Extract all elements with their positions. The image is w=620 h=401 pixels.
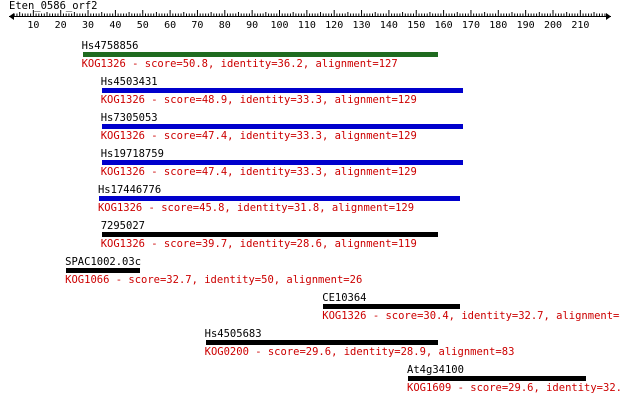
ruler-tick-label: 190: [516, 20, 535, 31]
ruler-tick-label: 10: [27, 20, 40, 31]
position-ruler: [9, 10, 611, 20]
ruler-ticks: [13, 10, 606, 17]
hit-name[interactable]: SPAC1002.03c: [65, 256, 142, 268]
hit-alignment-bar[interactable]: [323, 304, 460, 309]
hit-row[interactable]: Hs4758856 KOG1326 - score=50.8, identity=…: [0, 40, 620, 74]
hit-row[interactable]: Hs4505683 KOG0200 - score=29.6, identity=…: [0, 328, 620, 362]
ruler-left-arrow: [9, 13, 14, 20]
hit-alignment-bar[interactable]: [101, 124, 463, 129]
hit-name[interactable]: Hs4503431: [100, 76, 158, 88]
ruler-tick-label: 90: [246, 20, 259, 31]
hit-description[interactable]: KOG1326 - score=47.4, identity=33.3, ali…: [100, 130, 417, 142]
hit-name[interactable]: CE10364: [322, 292, 367, 304]
ruler-right-arrow: [606, 13, 611, 20]
hit-description[interactable]: KOG1326 - score=47.4, identity=33.3, ali…: [100, 166, 417, 178]
hit-description[interactable]: KOG1326 - score=45.8, identity=31.8, ali…: [97, 202, 415, 214]
hit-row[interactable]: CE10364 KOG1326 - score=30.4, identity=32…: [0, 292, 620, 326]
hit-alignment-bar[interactable]: [101, 160, 463, 165]
hit-row[interactable]: Hs4503431 KOG1326 - score=48.9, identity=…: [0, 76, 620, 110]
ruler-tick-label: 70: [191, 20, 204, 31]
ruler-tick-label: 130: [352, 20, 371, 31]
hit-alignment-bar[interactable]: [408, 376, 586, 381]
hit-alignment-bar[interactable]: [66, 268, 140, 273]
ruler-tick-label: 60: [164, 20, 177, 31]
hit-row[interactable]: Hs7305053 KOG1326 - score=47.4, identity=…: [0, 112, 620, 146]
hit-name[interactable]: Hs19718759: [100, 148, 164, 160]
ruler-tick-label: 100: [270, 20, 289, 31]
hit-row[interactable]: Hs19718759 KOG1326 - score=47.4, identity…: [0, 148, 620, 182]
hit-description[interactable]: KOG0200 - score=29.6, identity=28.9, ali…: [204, 346, 515, 358]
hit-alignment-bar[interactable]: [205, 340, 439, 345]
ruler-tick-label: 180: [489, 20, 508, 31]
hit-name[interactable]: Hs7305053: [100, 112, 158, 124]
ruler-tick-label: 110: [297, 20, 316, 31]
hit-alignment-bar[interactable]: [98, 196, 460, 201]
hit-description[interactable]: KOG1326 - score=48.9, identity=33.3, ali…: [100, 94, 417, 106]
ruler-tick-label: 50: [136, 20, 149, 31]
ruler-tick-label: 160: [434, 20, 453, 31]
ruler-tick-label: 210: [571, 20, 590, 31]
hit-name[interactable]: Hs4505683: [204, 328, 262, 340]
hit-description[interactable]: KOG1066 - score=32.7, identity=50, align…: [65, 274, 363, 286]
ruler-tick-label: 30: [82, 20, 95, 31]
hit-alignment-bar[interactable]: [101, 232, 439, 237]
hit-name[interactable]: Hs17446776: [97, 184, 162, 196]
ruler-tick-label: 140: [379, 20, 398, 31]
hit-name[interactable]: 7295027: [100, 220, 145, 232]
ruler-tick-label: 200: [543, 20, 563, 31]
hit-name[interactable]: At4g34100: [407, 364, 464, 376]
hit-description[interactable]: KOG1326 - score=50.8, identity=36.2, ali…: [81, 58, 398, 70]
hit-row[interactable]: Hs17446776 KOG1326 - score=45.8, identity…: [0, 184, 620, 218]
hit-description[interactable]: KOG1326 - score=39.7, identity=28.6, ali…: [100, 238, 417, 250]
ruler-tick-label: 170: [461, 20, 480, 31]
ruler-tick-label: 20: [54, 20, 67, 31]
hit-alignment-bar[interactable]: [82, 52, 439, 57]
hit-alignment-bar[interactable]: [101, 88, 463, 93]
hit-row[interactable]: 7295027 KOG1326 - score=39.7, identity=28…: [0, 220, 620, 254]
query-title: Eten_0586_orf2: [9, 0, 98, 12]
ruler-tick-label: 120: [325, 20, 344, 31]
hit-row[interactable]: At4g34100 KOG1609 - score=29.6, identity=…: [0, 364, 620, 398]
hit-description[interactable]: KOG1609 - score=29.6, identity=32.: [407, 382, 620, 394]
hit-description[interactable]: KOG1326 - score=30.4, identity=32.7, ali…: [322, 310, 620, 322]
ruler-tick-label: 80: [218, 20, 231, 31]
hit-name[interactable]: Hs4758856: [81, 40, 139, 52]
hit-row[interactable]: SPAC1002.03c KOG1066 - score=32.7, identi…: [0, 256, 620, 290]
ruler-tick-label: 40: [109, 20, 122, 31]
ruler-tick-label: 150: [407, 20, 426, 31]
